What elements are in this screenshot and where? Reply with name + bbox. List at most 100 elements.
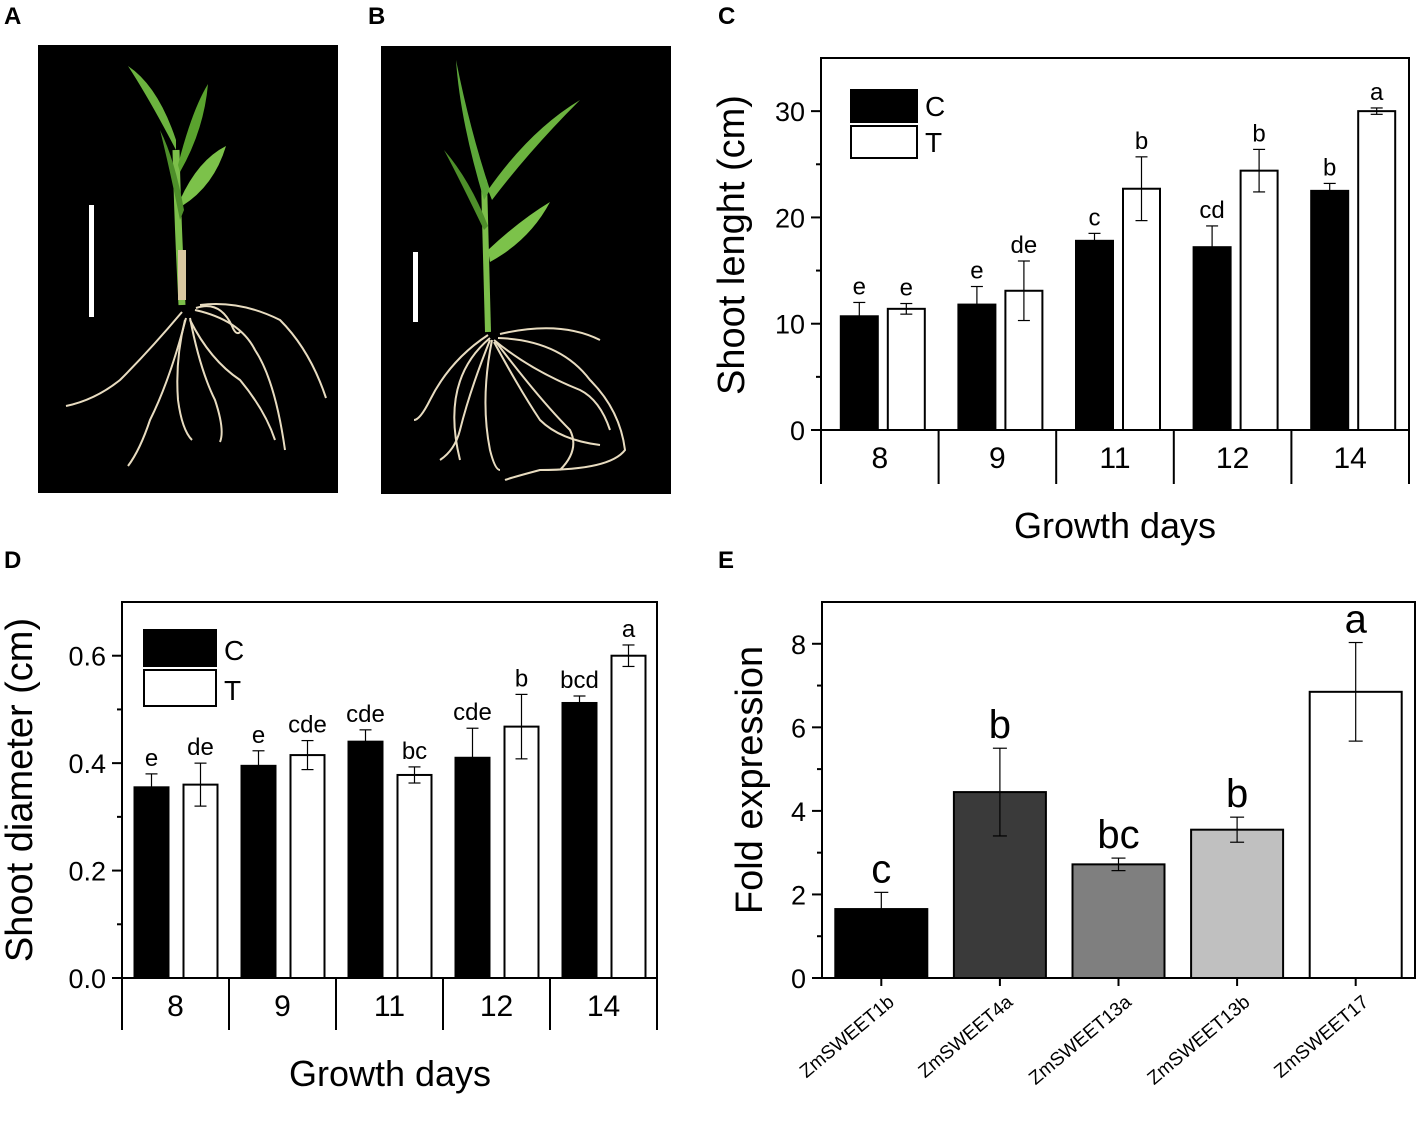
y-tick-label: 6	[791, 713, 806, 743]
significance-letter: de	[1011, 232, 1038, 259]
category-label: ZmSWEET17	[1270, 992, 1372, 1083]
category-label: ZmSWEET13a	[1025, 991, 1136, 1089]
significance-letter: c	[871, 847, 891, 891]
significance-letter: bc	[402, 738, 427, 765]
significance-letter: b	[1252, 120, 1265, 147]
y-tick-label: 30	[775, 97, 805, 127]
legend-label-t: T	[224, 675, 241, 706]
category-label: 8	[167, 990, 184, 1023]
legend-label-t: T	[925, 127, 942, 158]
significance-letter: b	[1135, 128, 1148, 155]
panel-label-d: D	[4, 547, 21, 574]
chart-e-fold-expression: Fold expression 0 2 4 6 8 c ZmSWEET1b b ZmSWEET4…	[729, 598, 1416, 1090]
significance-letter: bcd	[560, 667, 599, 694]
y-tick-label: 0	[791, 964, 806, 994]
category-label: 12	[1216, 442, 1249, 475]
bar-c	[133, 786, 170, 979]
chart-c-plot-frame	[820, 57, 1410, 431]
y-tick-label: 10	[775, 310, 805, 340]
bar-t	[396, 773, 433, 980]
y-tick-label: 0	[790, 416, 805, 446]
chart-c-shoot-length: Shoot lenght (cm) Growth days 0 10 20 30 8 9 1…	[711, 57, 1410, 546]
bar-c	[1075, 239, 1114, 431]
bar-c	[454, 756, 491, 979]
bar-t	[886, 307, 926, 431]
significance-letter: b	[1323, 154, 1336, 181]
photo-a-background	[38, 45, 338, 493]
panel-label-e: E	[718, 547, 734, 574]
category-label: 14	[587, 990, 620, 1023]
significance-letter: a	[1345, 598, 1368, 642]
bar	[1190, 828, 1285, 980]
legend-swatch-c	[850, 89, 918, 123]
category-label: 8	[871, 442, 888, 475]
bar-t	[610, 654, 647, 979]
significance-letter: b	[1226, 772, 1248, 816]
category-label: 9	[274, 990, 291, 1023]
chart-e-ylabel: Fold expression	[729, 646, 771, 914]
bar-c	[561, 701, 598, 979]
category-label: 9	[989, 442, 1006, 475]
bar-t	[1357, 110, 1397, 432]
category-label: ZmSWEET4a	[915, 991, 1018, 1082]
category-label: 14	[1334, 442, 1367, 475]
y-tick-label: 4	[791, 797, 806, 827]
bar-c	[839, 315, 879, 432]
bar-c	[1192, 246, 1232, 431]
legend-label-c: C	[224, 635, 244, 666]
chart-d-plot-frame	[121, 601, 658, 979]
photo-b-plant	[413, 60, 627, 481]
significance-letter: de	[187, 734, 214, 761]
y-tick-label: 0.2	[68, 857, 106, 887]
bar-t	[503, 725, 540, 979]
category-label: ZmSWEET1b	[796, 992, 898, 1083]
chart-c-xlabel: Growth days	[1014, 505, 1216, 546]
bar-t	[1239, 169, 1279, 431]
significance-letter: a	[1370, 79, 1384, 106]
legend-label-c: C	[925, 91, 945, 122]
photo-b-scale-bar	[413, 252, 418, 322]
significance-letter: e	[853, 273, 866, 300]
bar-c	[957, 303, 997, 431]
chart-c-ylabel: Shoot lenght (cm)	[711, 95, 753, 395]
significance-letter: e	[145, 745, 158, 772]
significance-letter: cde	[288, 712, 327, 739]
legend-swatch-t	[143, 669, 217, 707]
chart-d-xlabel: Growth days	[289, 1053, 491, 1094]
legend-swatch-t	[850, 125, 918, 159]
photo-b-background	[381, 46, 671, 494]
chart-d-ylabel: Shoot diameter (cm)	[0, 618, 41, 962]
bar-c	[1310, 189, 1350, 431]
photo-a-plant	[65, 66, 327, 467]
significance-letter: a	[622, 616, 636, 643]
significance-letter: e	[252, 722, 265, 749]
panel-label-b: B	[368, 3, 385, 30]
panel-label-a: A	[4, 3, 21, 30]
legend-swatch-c	[143, 629, 217, 667]
bar-t	[289, 754, 326, 979]
category-label: 11	[1099, 442, 1130, 475]
panel-label-c: C	[718, 3, 735, 30]
significance-letter: bc	[1097, 813, 1139, 857]
significance-letter: cde	[346, 701, 385, 728]
bar-t	[182, 783, 219, 980]
bar-c	[347, 740, 384, 980]
category-label: 11	[374, 990, 405, 1023]
y-tick-label: 0.0	[68, 964, 106, 994]
significance-letter: b	[989, 703, 1011, 747]
significance-letter: b	[515, 665, 528, 692]
bar-c	[240, 764, 277, 979]
bar-t	[1122, 187, 1161, 431]
significance-letter: e	[970, 258, 983, 285]
photo-a-seedling	[38, 45, 338, 493]
y-tick-label: 2	[791, 880, 806, 910]
photo-b-seedling	[381, 46, 671, 494]
significance-letter: e	[900, 275, 913, 302]
significance-letter: cd	[1199, 197, 1224, 224]
category-label: 12	[480, 990, 513, 1023]
photo-a-scale-bar	[89, 205, 94, 317]
category-label: ZmSWEET13b	[1144, 992, 1255, 1090]
chart-d-shoot-diameter: Shoot diameter (cm) Growth days 0.0 0.2 0.…	[0, 601, 658, 1094]
